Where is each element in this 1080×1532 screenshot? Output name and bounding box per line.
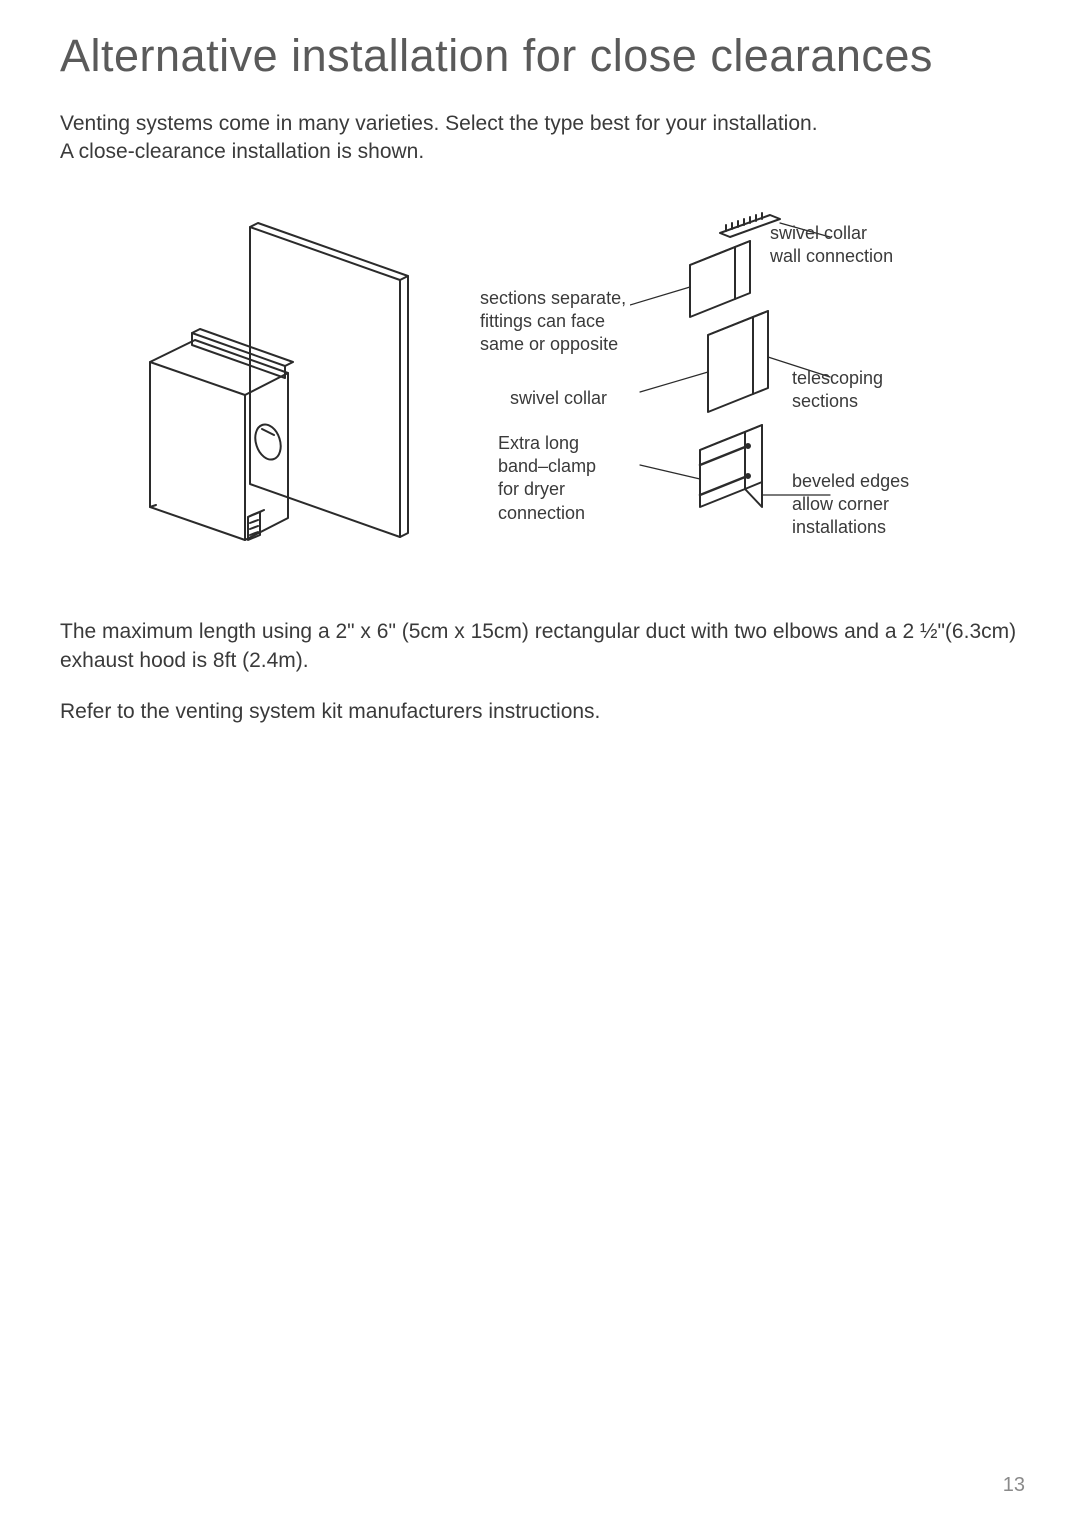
label-text: same or opposite — [480, 334, 618, 354]
diagram-area: swivel collar wall connection sections s… — [130, 207, 950, 577]
intro-paragraph: Venting systems come in many varieties. … — [60, 110, 1020, 167]
label-text: band–clamp — [498, 456, 596, 476]
intro-line-2: A close-clearance installation is shown. — [60, 140, 424, 163]
manual-page: Alternative installation for close clear… — [0, 0, 1080, 1532]
body-paragraph-1: The maximum length using a 2" x 6" (5cm … — [60, 617, 1020, 676]
label-text: swivel collar — [510, 388, 607, 408]
label-swivel-collar: swivel collar — [510, 387, 607, 410]
label-text: allow corner — [792, 494, 889, 514]
body-paragraph-2: Refer to the venting system kit manufact… — [60, 697, 1020, 726]
label-text: for dryer — [498, 479, 565, 499]
page-title: Alternative installation for close clear… — [60, 30, 1020, 82]
label-text: sections — [792, 391, 858, 411]
label-text: wall connection — [770, 246, 893, 266]
label-telescoping: telescoping sections — [792, 367, 883, 414]
label-text: telescoping — [792, 368, 883, 388]
label-text: installations — [792, 517, 886, 537]
label-text: beveled edges — [792, 471, 909, 491]
label-text: swivel collar — [770, 223, 867, 243]
label-swivel-wall: swivel collar wall connection — [770, 222, 893, 269]
label-beveled: beveled edges allow corner installations — [792, 470, 909, 540]
dryer-illustration — [130, 217, 430, 547]
label-text: sections separate, — [480, 288, 626, 308]
page-number: 13 — [1003, 1474, 1025, 1497]
label-text: fittings can face — [480, 311, 605, 331]
label-extra-long: Extra long band–clamp for dryer connecti… — [498, 432, 596, 526]
intro-line-1: Venting systems come in many varieties. … — [60, 112, 818, 135]
label-text: connection — [498, 503, 585, 523]
label-sections-separate: sections separate, fittings can face sam… — [480, 287, 626, 357]
label-text: Extra long — [498, 433, 579, 453]
